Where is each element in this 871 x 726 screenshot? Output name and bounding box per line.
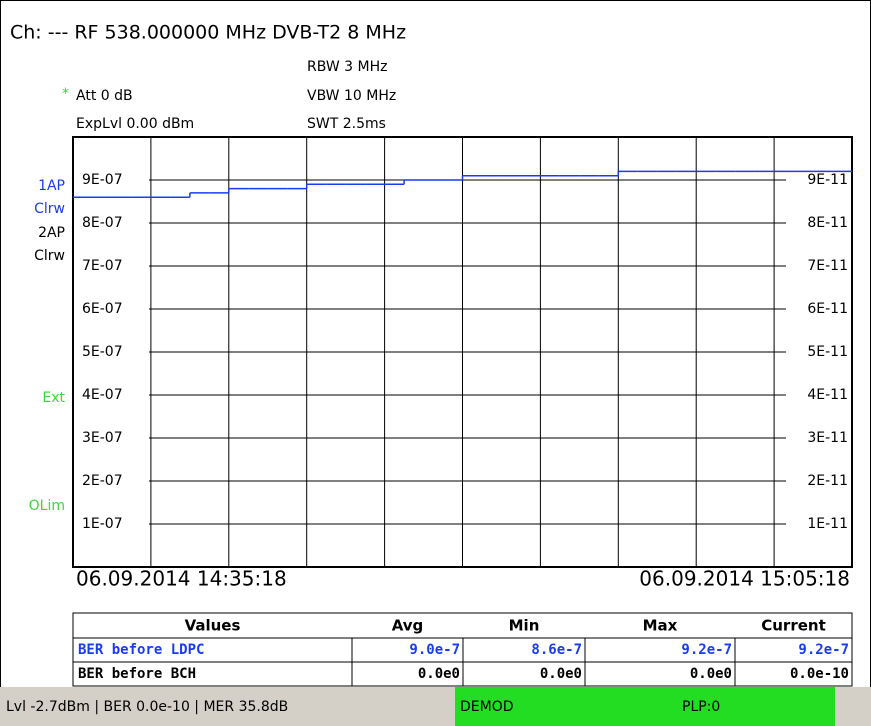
table-cell: BER before LDPC	[78, 642, 204, 658]
att: Att 0 dB	[76, 88, 133, 104]
label-bg	[786, 300, 850, 318]
y2-tick-label: 7E-11	[807, 258, 848, 274]
trace-mode: Clrw	[34, 248, 65, 264]
x-start-label: 06.09.2014 14:35:18	[76, 567, 287, 591]
y-tick-label: 8E-07	[82, 215, 123, 231]
label-bg	[786, 472, 850, 490]
swt: SWT 2.5ms	[307, 116, 386, 132]
column-header: Current	[761, 617, 826, 635]
vbw: VBW 10 MHz	[307, 88, 396, 104]
y2-tick-label: 3E-11	[807, 430, 848, 446]
table-cell: 9.0e-7	[409, 642, 460, 658]
y-tick-label: 9E-07	[82, 172, 123, 188]
column-header: Avg	[392, 617, 424, 635]
channel: Ch: --- RF 538.000000 MHz DVB-T2 8 MHz	[10, 22, 406, 44]
table-cell: 8.6e-7	[531, 642, 582, 658]
table-cell: 0.0e0	[418, 666, 460, 682]
label-bg	[786, 343, 850, 361]
demod-bar	[455, 687, 835, 726]
y2-tick-label: 1E-11	[807, 516, 848, 532]
column-header: Values	[185, 617, 241, 635]
trace-label: 2AP	[38, 225, 65, 241]
trace-mode: Clrw	[34, 201, 65, 217]
y2-tick-label: 6E-11	[807, 301, 848, 317]
table-cell: 0.0e0	[540, 666, 582, 682]
column-header: Min	[509, 617, 540, 635]
y-tick-label: 3E-07	[82, 430, 123, 446]
label-bg	[786, 257, 850, 275]
olim: OLim	[29, 498, 65, 514]
label-bg	[786, 171, 850, 189]
label-bg	[75, 257, 149, 275]
y2-tick-label: 5E-11	[807, 344, 848, 360]
label-bg	[75, 214, 149, 232]
table-cell: 9.2e-7	[681, 642, 732, 658]
label-bg	[75, 515, 149, 533]
demod: DEMOD	[460, 699, 514, 715]
y-tick-label: 6E-07	[82, 301, 123, 317]
rbw: RBW 3 MHz	[307, 59, 387, 75]
plp: PLP:0	[682, 699, 720, 715]
y-tick-label: 5E-07	[82, 344, 123, 360]
explvl: ExpLvl 0.00 dBm	[76, 116, 194, 132]
table-cell: 0.0e0	[690, 666, 732, 682]
y2-tick-label: 2E-11	[807, 473, 848, 489]
label-bg	[786, 386, 850, 404]
y-tick-label: 4E-07	[82, 387, 123, 403]
table-cell: 9.2e-7	[798, 642, 849, 658]
label-bg	[75, 429, 149, 447]
trace-label: 1AP	[38, 178, 65, 194]
label-bg	[786, 515, 850, 533]
label-bg	[75, 171, 149, 189]
y2-tick-label: 9E-11	[807, 172, 848, 188]
table-cell: 0.0e-10	[790, 666, 849, 682]
status-summary: Lvl -2.7dBm | BER 0.0e-10 | MER 35.8dB	[6, 699, 288, 715]
label-bg	[75, 300, 149, 318]
y2-tick-label: 8E-11	[807, 215, 848, 231]
y2-tick-label: 4E-11	[807, 387, 848, 403]
att-marker: *	[62, 86, 69, 102]
ext: Ext	[42, 390, 65, 406]
label-bg	[75, 343, 149, 361]
label-bg	[786, 214, 850, 232]
y-tick-label: 7E-07	[82, 258, 123, 274]
column-header: Max	[643, 617, 678, 635]
label-bg	[75, 386, 149, 404]
table-cell: BER before BCH	[78, 666, 196, 682]
label-bg	[786, 429, 850, 447]
y-tick-label: 1E-07	[82, 516, 123, 532]
x-end-label: 06.09.2014 15:05:18	[639, 567, 850, 591]
label-bg	[75, 472, 149, 490]
y-tick-label: 2E-07	[82, 473, 123, 489]
